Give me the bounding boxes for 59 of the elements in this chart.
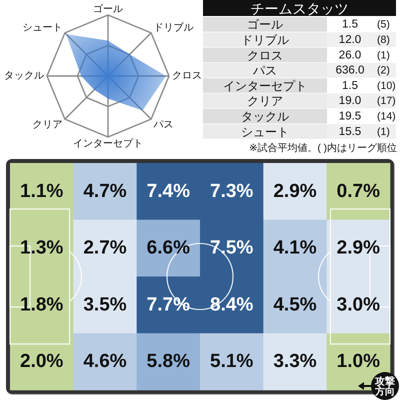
category-label: タックル (241, 109, 289, 124)
spoke-label: ドリブル (153, 22, 194, 34)
data-label: (14) (377, 110, 396, 122)
data-label: (1) (377, 49, 390, 62)
spoke-label: シュート (22, 22, 63, 34)
data-label: 26.0 (338, 49, 362, 62)
data-label: 1.1% (20, 180, 64, 202)
category-label: クロス (247, 48, 283, 62)
spoke-label: クロス (172, 70, 202, 82)
data-label: 12.0 (338, 34, 362, 46)
data-label: 4.1% (273, 238, 317, 259)
data-label: 1.8% (20, 294, 64, 316)
spoke-label: パス (152, 120, 174, 131)
data-label: 19.0 (338, 95, 362, 108)
data-label: (8) (377, 34, 390, 46)
spoke-label: タックル (4, 70, 44, 82)
spoke-label: ゴール (93, 3, 123, 15)
data-label: 15.5 (338, 126, 362, 138)
data-label: (5) (377, 18, 390, 31)
annotation: 攻撃方向 (374, 376, 395, 398)
data-label: 2.0% (20, 351, 64, 372)
data-label: 636.0 (336, 64, 364, 77)
category-label: インターセプト (223, 78, 307, 93)
data-label: 1.3% (20, 238, 64, 259)
data-label: 2.9% (273, 180, 317, 202)
spoke-label: クリア (32, 120, 63, 131)
data-label: 8.4% (210, 294, 254, 316)
data-label: 7.7% (146, 294, 190, 316)
category-label: クリア (247, 94, 283, 108)
data-label: (10) (377, 80, 396, 92)
category-label: ドリブル (241, 32, 289, 47)
category-label: シュート (241, 124, 289, 139)
data-label: 1.5 (342, 80, 358, 92)
data-label: 2.9% (336, 238, 380, 259)
data-label: 1.0% (336, 351, 380, 372)
category-label: パス (252, 64, 277, 78)
data-label: 19.5 (338, 110, 362, 122)
data-label: 7.5% (210, 238, 254, 259)
category-label: ゴール (247, 18, 283, 32)
data-label: (2) (377, 64, 390, 77)
data-label: (1) (377, 126, 390, 138)
spoke-label: インターセプト (73, 137, 143, 150)
text: ※試合平均値。( )内はリーグ順位 (249, 142, 397, 154)
data-label: 5.8% (146, 351, 190, 372)
text: チームスタッツ (250, 0, 348, 16)
data-label: 7.3% (210, 180, 254, 202)
data-label: (17) (377, 95, 396, 108)
data-label: 4.5% (273, 294, 317, 316)
data-label: 4.7% (83, 180, 127, 202)
data-label: 0.7% (336, 180, 380, 202)
data-label: 4.6% (83, 351, 127, 372)
data-label: 3.5% (83, 294, 127, 316)
data-label: 6.6% (146, 238, 190, 259)
data-label: 7.4% (146, 180, 190, 202)
data-label: 2.7% (83, 238, 127, 259)
data-label: 3.0% (336, 294, 380, 316)
data-label: 5.1% (210, 351, 254, 372)
data-label: 3.3% (273, 351, 317, 372)
data-label: 1.5 (342, 18, 358, 31)
